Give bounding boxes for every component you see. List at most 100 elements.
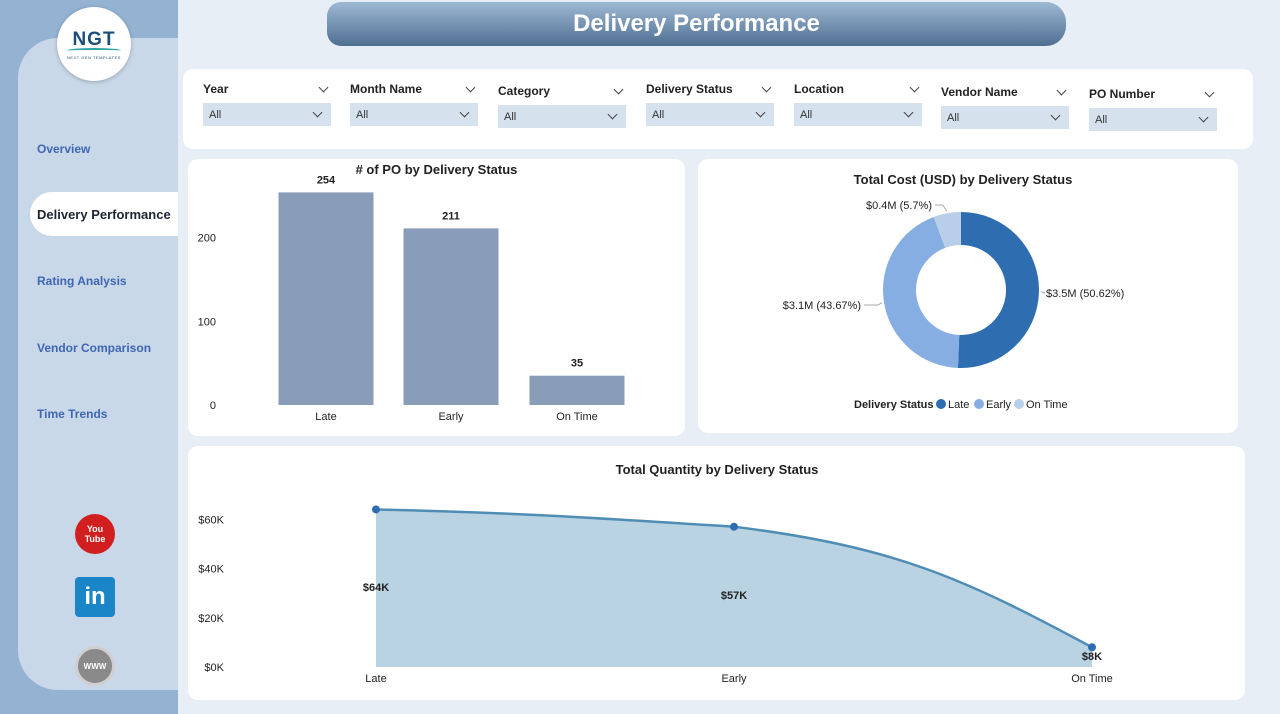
chevron-down-icon[interactable] bbox=[909, 82, 920, 92]
donut-data-label: $0.4M (5.7%) bbox=[866, 200, 932, 212]
area-point bbox=[372, 505, 380, 514]
filter-year-dropdown[interactable]: All bbox=[203, 103, 331, 126]
chevron-down-icon bbox=[459, 107, 470, 118]
filter-category: Category All bbox=[498, 83, 626, 128]
filter-value: All bbox=[356, 108, 369, 121]
bar-chart: 0 100 200 254 Late 211 Early 35 On Time bbox=[198, 174, 625, 423]
youtube-text-bottom: Tube bbox=[84, 534, 106, 544]
legend-label: Early bbox=[986, 399, 1012, 411]
filter-label: Category bbox=[498, 84, 551, 98]
chevron-down-icon bbox=[755, 107, 766, 118]
filter-month-dropdown[interactable]: All bbox=[350, 103, 478, 126]
chevron-down-icon[interactable] bbox=[465, 82, 476, 92]
nav-label: Vendor Comparison bbox=[37, 341, 152, 355]
page-title-banner: Delivery Performance bbox=[327, 2, 1066, 46]
nav-label: Rating Analysis bbox=[37, 274, 127, 288]
donut-slice-late bbox=[957, 212, 1040, 368]
filter-value: All bbox=[209, 108, 222, 121]
area-chart-card: Total Quantity by Delivery Status $0K $20… bbox=[188, 446, 1245, 700]
filter-category-dropdown[interactable]: All bbox=[498, 105, 626, 128]
bar-chart-card: # of PO by Delivery Status 0 100 200 254 Lat… bbox=[188, 159, 685, 436]
y-tick-label: 200 bbox=[198, 233, 216, 245]
area-point bbox=[730, 522, 738, 531]
donut-data-label: $3.5M (50.62%) bbox=[1046, 288, 1124, 300]
youtube-text-top: You bbox=[86, 524, 104, 534]
legend-title: Delivery Status bbox=[854, 399, 933, 411]
filter-month-name: Month Name All bbox=[350, 81, 478, 126]
legend-marker bbox=[1014, 399, 1024, 409]
nav-overview[interactable]: Overview bbox=[30, 127, 178, 171]
filter-year: Year All bbox=[203, 81, 331, 126]
area-data-label: $64K bbox=[363, 582, 389, 594]
leader-line bbox=[1040, 291, 1046, 294]
area-point bbox=[1088, 643, 1096, 652]
www-text: WWW bbox=[83, 661, 107, 671]
donut-slice-early bbox=[883, 216, 960, 368]
area-data-label: $8K bbox=[1082, 651, 1102, 663]
bar-on-time bbox=[529, 375, 625, 405]
filter-delivery-status-dropdown[interactable]: All bbox=[646, 103, 774, 126]
filter-label: Vendor Name bbox=[941, 85, 1018, 99]
nav-label: Overview bbox=[37, 142, 91, 156]
bar-data-label: 211 bbox=[442, 210, 460, 222]
area-data-label: $57K bbox=[721, 590, 747, 602]
filter-value: All bbox=[1095, 113, 1108, 126]
chevron-down-icon[interactable] bbox=[761, 82, 772, 92]
nav-label: Delivery Performance bbox=[37, 206, 171, 222]
linkedin-icon[interactable]: in bbox=[75, 577, 115, 617]
x-tick-label: Early bbox=[438, 411, 464, 423]
filter-value: All bbox=[800, 108, 813, 121]
leader-line bbox=[864, 302, 883, 306]
filter-delivery-status: Delivery Status All bbox=[646, 81, 774, 126]
ngt-logo: NGT NEXT GEN TEMPLATES bbox=[57, 7, 131, 81]
bar-late bbox=[278, 192, 374, 405]
nav-delivery-performance[interactable]: Delivery Performance bbox=[30, 192, 178, 236]
nav-rating-analysis[interactable]: Rating Analysis bbox=[30, 259, 178, 303]
filter-po-number: PO Number All bbox=[1089, 86, 1217, 131]
filter-location-dropdown[interactable]: All bbox=[794, 103, 922, 126]
chevron-down-icon[interactable] bbox=[1056, 85, 1067, 95]
filter-vendor-dropdown[interactable]: All bbox=[941, 106, 1069, 129]
chevron-down-icon bbox=[1198, 112, 1209, 123]
nav-vendor-comparison[interactable]: Vendor Comparison bbox=[30, 326, 178, 370]
chevron-down-icon bbox=[903, 107, 914, 118]
y-tick-label: $60K bbox=[198, 514, 224, 526]
chevron-down-icon[interactable] bbox=[1204, 87, 1215, 97]
website-globe-icon[interactable]: WWW bbox=[75, 646, 115, 686]
x-tick-label: On Time bbox=[556, 411, 598, 423]
filter-label: Year bbox=[203, 82, 229, 96]
y-tick-label: $40K bbox=[198, 564, 224, 576]
legend-label: Late bbox=[948, 399, 969, 411]
y-tick-label: $20K bbox=[198, 613, 224, 625]
filter-value: All bbox=[947, 111, 960, 124]
bar-early bbox=[403, 228, 499, 405]
legend-label: On Time bbox=[1026, 399, 1068, 411]
bar-data-label: 254 bbox=[317, 174, 336, 186]
youtube-icon[interactable]: You Tube bbox=[75, 514, 115, 554]
chevron-down-icon[interactable] bbox=[318, 82, 329, 92]
x-tick-label: On Time bbox=[1071, 673, 1113, 685]
filter-vendor-name: Vendor Name All bbox=[941, 84, 1069, 129]
filter-label: Delivery Status bbox=[646, 82, 733, 96]
filter-value: All bbox=[504, 110, 517, 123]
area-chart: $0K $20K $40K $60K $64K Late $57K Early $8K On Ti… bbox=[198, 505, 1113, 685]
chevron-down-icon bbox=[607, 109, 618, 120]
logo-text: NGT bbox=[72, 28, 116, 50]
nav-time-trends[interactable]: Time Trends bbox=[30, 392, 178, 436]
filter-label: Month Name bbox=[350, 82, 422, 96]
donut-chart: $3.5M (50.62%) $3.1M (43.67%) $0.4M (5.7%)… bbox=[783, 200, 1125, 411]
leader-line bbox=[935, 204, 948, 212]
filter-po-dropdown[interactable]: All bbox=[1089, 108, 1217, 131]
donut-slice-on-time bbox=[933, 212, 961, 248]
x-tick-label: Late bbox=[365, 673, 386, 685]
y-tick-label: $0K bbox=[204, 662, 224, 674]
legend-marker bbox=[974, 399, 984, 409]
donut-chart-card: Total Cost (USD) by Delivery Status $3.5… bbox=[698, 159, 1238, 433]
bar-data-label: 35 bbox=[571, 358, 583, 370]
chevron-down-icon[interactable] bbox=[613, 84, 624, 94]
page-title: Delivery Performance bbox=[573, 10, 820, 37]
chevron-down-icon bbox=[312, 107, 323, 118]
area-fill bbox=[376, 509, 1092, 667]
y-tick-label: 100 bbox=[198, 316, 216, 328]
filter-label: PO Number bbox=[1089, 87, 1156, 101]
